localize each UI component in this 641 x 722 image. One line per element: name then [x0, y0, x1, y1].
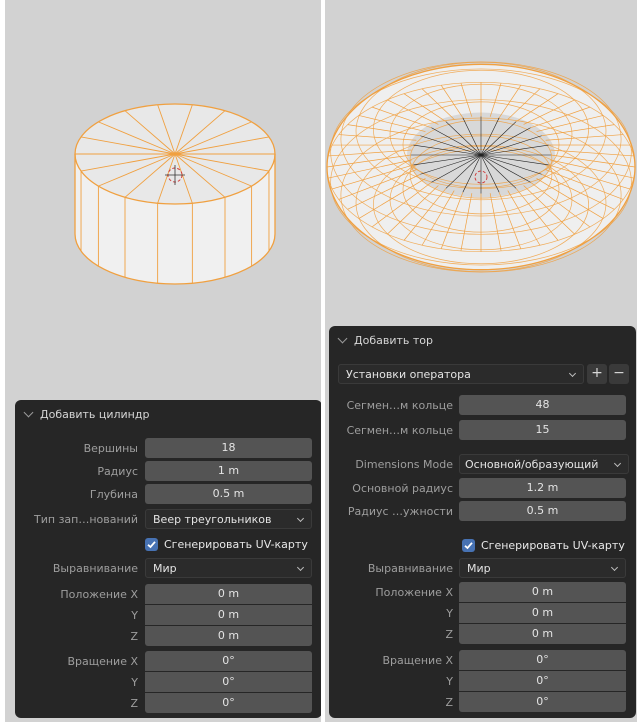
chevron-down-icon	[296, 514, 305, 523]
rotation-z-field[interactable]: 0°	[459, 692, 626, 712]
major-segments-label: Сегмен…м кольце	[346, 399, 453, 412]
rotation-z-field[interactable]: 0°	[145, 693, 312, 713]
rotation-y-label: Y	[446, 675, 453, 688]
operator-presets-value: Установки оператора	[346, 368, 471, 381]
major-segments-field[interactable]: 48	[459, 395, 626, 415]
location-y-field[interactable]: 0 m	[145, 605, 312, 625]
location-z-label: Z	[445, 628, 453, 641]
minor-segments-label: Сегмен…м кольце	[346, 424, 453, 437]
chevron-down-icon[interactable]	[23, 407, 34, 418]
location-z-field[interactable]: 0 m	[459, 624, 626, 644]
rotation-x-field[interactable]: 0°	[145, 651, 312, 671]
radius-label: Радиус	[97, 465, 138, 478]
rotation-z-label: Z	[445, 696, 453, 709]
location-x-label: Положение X	[375, 586, 453, 599]
cylinder-mesh	[74, 103, 276, 285]
generate-uv-checkbox[interactable]: Сгенерировать UV-карту	[145, 534, 308, 554]
rotation-x-label: Вращение X	[67, 655, 138, 668]
rotation-y-field[interactable]: 0°	[459, 671, 626, 691]
major-radius-label: Основной радиус	[352, 482, 453, 495]
dimensions-mode-label: Dimensions Mode	[355, 458, 453, 471]
location-z-label: Z	[130, 630, 138, 643]
depth-label: Глубина	[89, 488, 138, 501]
chevron-down-icon	[610, 563, 619, 572]
operator-presets-dropdown[interactable]: Установки оператора	[338, 364, 584, 384]
remove-preset-button[interactable]: −	[609, 364, 629, 384]
dimensions-mode-value: Основной/образующий	[465, 458, 599, 471]
minor-segments-field[interactable]: 15	[459, 420, 626, 440]
rotation-x-label: Вращение X	[382, 654, 453, 667]
vertices-label: Вершины	[83, 442, 138, 455]
rotation-x-field[interactable]: 0°	[459, 650, 626, 670]
location-y-field[interactable]: 0 m	[459, 603, 626, 623]
checkbox-checked-icon[interactable]	[145, 537, 158, 551]
torus-mesh	[326, 61, 636, 273]
generate-uv-label: Сгенерировать UV-карту	[164, 537, 308, 551]
align-label: Выравнивание	[52, 562, 138, 575]
generate-uv-checkbox[interactable]: Сгенерировать UV-карту	[462, 535, 625, 555]
rotation-y-field[interactable]: 0°	[145, 672, 312, 692]
panel-header[interactable]: Добавить цилиндр	[15, 400, 321, 428]
major-radius-field[interactable]: 1.2 m	[459, 478, 626, 498]
location-x-field[interactable]: 0 m	[459, 582, 626, 602]
location-z-field[interactable]: 0 m	[145, 626, 312, 646]
cap-fill-value: Веер треугольников	[153, 513, 272, 526]
panel-title: Добавить тор	[354, 333, 433, 347]
cap-fill-dropdown[interactable]: Веер треугольников	[145, 509, 312, 529]
viewport-torus[interactable]: Добавить тор Установки оператора + − Сег…	[325, 0, 637, 722]
location-y-label: Y	[446, 607, 453, 620]
align-label: Выравнивание	[367, 562, 453, 575]
panel-header[interactable]: Добавить тор	[329, 326, 636, 354]
add-preset-button[interactable]: +	[587, 364, 607, 384]
align-dropdown[interactable]: Мир	[459, 558, 626, 578]
panel-title: Добавить цилиндр	[40, 407, 150, 421]
dimensions-mode-dropdown[interactable]: Основной/образующий	[459, 454, 629, 474]
location-y-label: Y	[131, 609, 138, 622]
operator-panel-add-cylinder: Добавить цилиндр Вершины 18 Радиус 1 m Г…	[15, 400, 321, 718]
operator-panel-add-torus: Добавить тор Установки оператора + − Сег…	[329, 326, 636, 718]
cap-fill-label: Тип зап…нований	[34, 513, 138, 526]
checkbox-checked-icon[interactable]	[462, 538, 475, 552]
generate-uv-label: Сгенерировать UV-карту	[481, 538, 625, 552]
minor-radius-label: Радиус …ужности	[347, 505, 453, 518]
radius-field[interactable]: 1 m	[145, 461, 312, 481]
chevron-down-icon	[613, 459, 622, 468]
minor-radius-field[interactable]: 0.5 m	[459, 501, 626, 521]
viewport-cylinder[interactable]: Добавить цилиндр Вершины 18 Радиус 1 m Г…	[5, 0, 321, 722]
chevron-down-icon	[568, 369, 577, 378]
chevron-down-icon	[296, 563, 305, 572]
align-value: Мир	[467, 562, 491, 575]
chevron-down-icon[interactable]	[337, 333, 348, 344]
rotation-z-label: Z	[130, 697, 138, 710]
depth-field[interactable]: 0.5 m	[145, 484, 312, 504]
rotation-y-label: Y	[131, 676, 138, 689]
align-dropdown[interactable]: Мир	[145, 558, 312, 578]
align-value: Мир	[153, 562, 177, 575]
location-x-label: Положение X	[60, 588, 138, 601]
vertices-field[interactable]: 18	[145, 438, 312, 458]
location-x-field[interactable]: 0 m	[145, 584, 312, 604]
